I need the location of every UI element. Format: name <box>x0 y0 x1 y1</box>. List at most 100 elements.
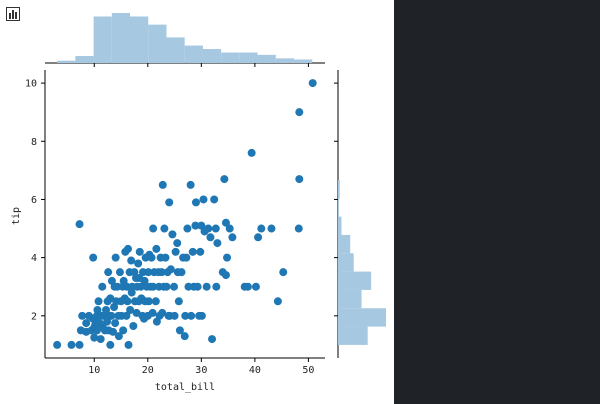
y-tick-label: 4 <box>31 253 37 264</box>
scatter-point <box>147 253 156 262</box>
scatter-point <box>160 224 169 233</box>
bar-chart-icon[interactable] <box>6 6 20 21</box>
scatter-point <box>90 333 99 342</box>
scatter-point <box>197 221 206 230</box>
scatter-point <box>111 319 120 328</box>
scatter-point <box>175 326 184 335</box>
scatter-point <box>166 265 175 274</box>
jointplot-svg: 10 20 30 40 50 2 4 6 8 10 total_bill tip <box>11 13 386 393</box>
scatter-point <box>124 340 133 349</box>
scatter-axes <box>44 70 325 359</box>
scatter-point <box>144 297 153 306</box>
scatter-point <box>93 306 102 314</box>
scatter-point <box>115 268 124 277</box>
scatter-point <box>182 253 191 262</box>
scatter-point <box>308 79 317 88</box>
marginal-y-bar <box>338 179 340 199</box>
scatter-point <box>228 233 237 242</box>
marginal-y-bar <box>338 289 362 309</box>
scatter-point <box>295 108 304 117</box>
scatter-point <box>89 253 98 262</box>
y-axis-label: tip <box>11 207 22 225</box>
scatter-point <box>173 239 182 248</box>
scatter-points <box>53 79 317 349</box>
scatter-point <box>107 311 116 320</box>
scatter-point <box>123 297 132 306</box>
scatter-point <box>75 340 84 349</box>
y-tick-label: 6 <box>31 195 37 206</box>
scatter-point <box>135 247 144 256</box>
scatter-point <box>211 224 220 233</box>
scatter-point <box>94 297 103 306</box>
marginal-x-bar <box>166 37 185 63</box>
marginal-x-bar <box>57 60 76 63</box>
marginal-x-bar <box>202 49 222 63</box>
scatter-point <box>98 282 107 291</box>
y-tick-label: 2 <box>31 311 37 322</box>
marginal-x-bar <box>257 54 276 63</box>
scatter-point <box>165 198 174 207</box>
marginal-y-bar <box>338 234 351 254</box>
scatter-point <box>102 306 111 314</box>
scatter-point <box>82 319 91 328</box>
scatter-point <box>180 332 189 341</box>
scatter-point <box>126 306 135 314</box>
scatter-point <box>148 308 157 317</box>
marginal-y-bar <box>338 216 342 235</box>
marginal-x-bar <box>275 58 295 63</box>
x-axis-ticks: 10 20 30 40 50 <box>88 63 314 376</box>
scatter-point <box>106 340 115 349</box>
scatter-point <box>220 175 229 184</box>
scatter-point <box>168 230 177 239</box>
scatter-point <box>208 335 217 344</box>
scatter-point <box>243 282 252 291</box>
scatter-point <box>188 247 197 256</box>
scatter-point <box>251 282 260 291</box>
scatter-point <box>161 253 170 262</box>
scatter-point <box>191 221 200 230</box>
x-tick-label: 50 <box>302 365 314 376</box>
marginal-x-bar <box>148 24 167 63</box>
scatter-point <box>279 268 288 277</box>
y-axis-ticks: 2 4 6 8 10 <box>25 79 338 322</box>
scatter-point <box>157 268 166 277</box>
scatter-point <box>191 198 200 207</box>
scatter-point <box>78 311 87 320</box>
marginal-x-bar <box>111 13 131 63</box>
scatter-point <box>223 253 232 262</box>
scatter-point <box>129 322 138 330</box>
scatter-point <box>134 259 143 268</box>
scatter-point <box>136 282 145 291</box>
scatter-point <box>181 311 190 320</box>
scatter-point <box>254 233 263 242</box>
marginal-x-bar <box>239 52 258 63</box>
scatter-point <box>158 308 167 317</box>
marginal-x-bar <box>75 56 94 63</box>
x-tick-label: 30 <box>195 365 207 376</box>
scatter-point <box>122 311 131 320</box>
marginal-x-bar <box>184 45 203 63</box>
scatter-point <box>127 256 136 265</box>
scatter-point <box>206 233 215 242</box>
scatter-point <box>151 297 160 306</box>
scatter-point <box>294 224 303 233</box>
scatter-point <box>225 224 234 233</box>
scatter-point <box>119 276 128 285</box>
marginal-x-histogram <box>45 13 325 64</box>
scatter-point <box>204 224 213 233</box>
scatter-point <box>152 244 161 253</box>
scatter-point <box>183 224 192 233</box>
scatter-point <box>210 195 219 204</box>
scatter-point <box>144 268 153 277</box>
scatter-point <box>170 282 179 291</box>
scatter-point <box>267 224 276 233</box>
scatter-point <box>119 326 128 335</box>
scatter-point <box>67 340 76 349</box>
x-tick-label: 10 <box>88 365 100 376</box>
scatter-point <box>127 288 136 297</box>
scatter-point <box>212 282 221 291</box>
scatter-point <box>162 282 171 291</box>
x-tick-label: 40 <box>249 365 261 376</box>
scatter-point <box>186 180 195 189</box>
scatter-point <box>213 239 222 248</box>
